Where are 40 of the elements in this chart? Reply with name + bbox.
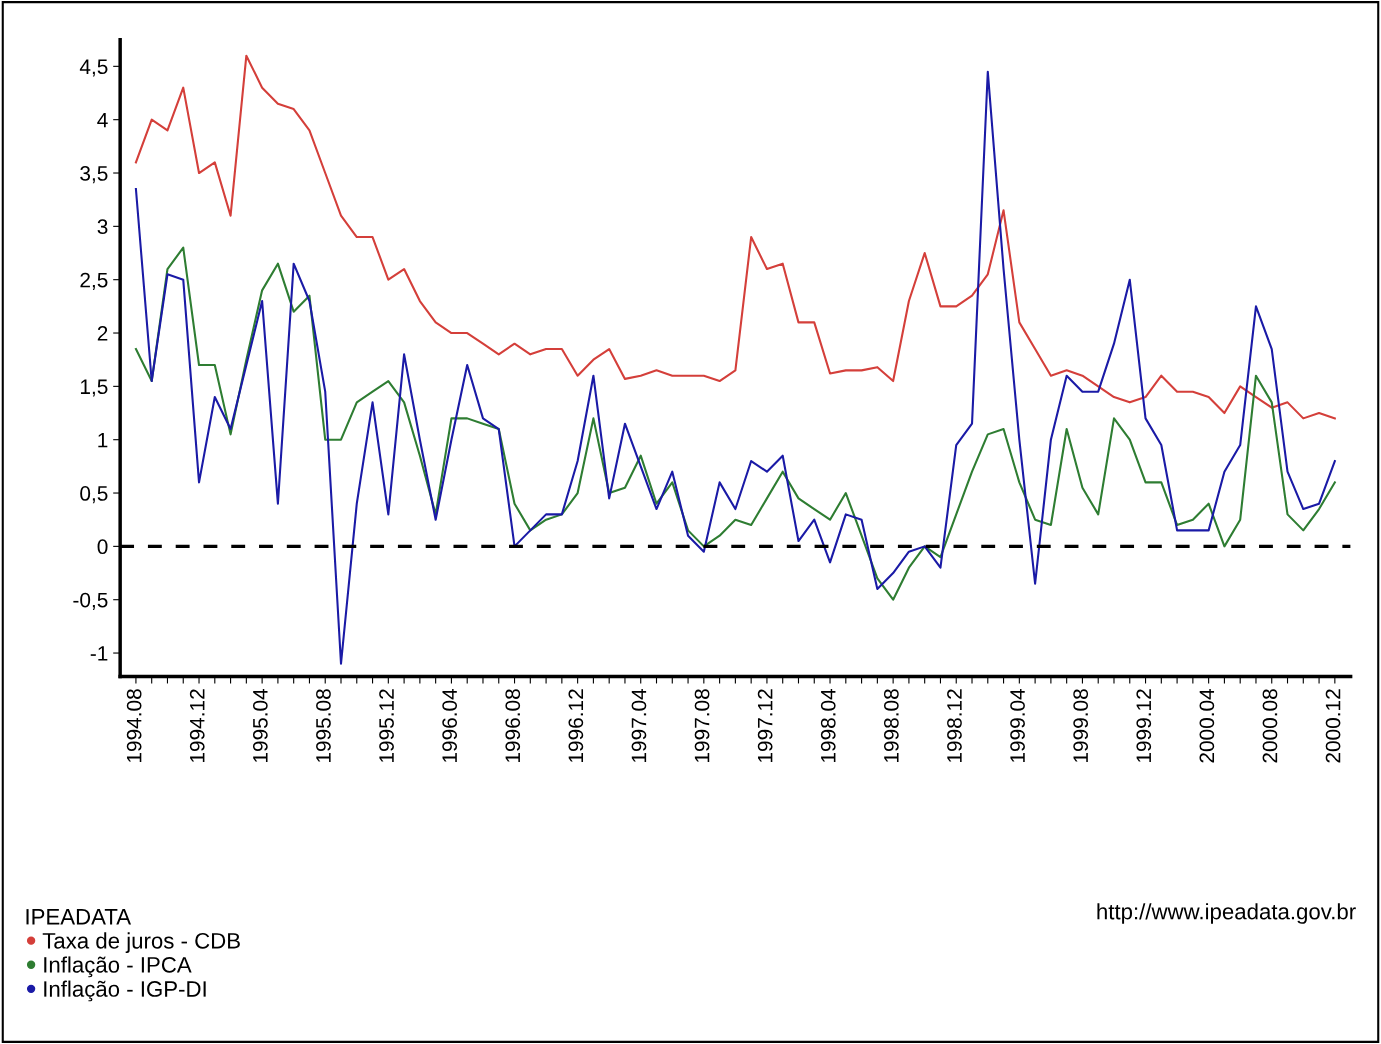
x-tick-label: 1995.04 <box>252 688 268 763</box>
x-tick-label: 1994.12 <box>189 689 205 763</box>
x-tick-label: 1999.08 <box>1073 689 1089 763</box>
y-tick-label: 2 <box>97 326 108 341</box>
text: http://www.ipeadata.gov.br <box>1097 903 1356 924</box>
x-tick-label: 1999.04 <box>1010 688 1025 763</box>
x-tick-label: 1996.12 <box>568 689 584 763</box>
y-tick-label: 0,5 <box>80 486 108 504</box>
y-tick-label: 3 <box>97 219 108 235</box>
x-tick-label: 2000.08 <box>1262 689 1278 763</box>
x-tick-label: 1997.12 <box>757 689 773 763</box>
x-tick-label: 1997.08 <box>694 689 710 763</box>
y-tick-label: 3,5 <box>80 166 108 184</box>
x-tick-label: 1998.04 <box>820 688 836 763</box>
y-tick-label: 2,5 <box>80 272 108 290</box>
y-tick-label: 0 <box>97 539 108 555</box>
legend-label: Inflação - IPCA <box>44 956 192 978</box>
x-tick-label: 1996.08 <box>505 689 521 763</box>
y-tick-label: -1 <box>90 646 108 661</box>
x-tick-label: 1997.04 <box>631 688 647 763</box>
legend-title: IPEADATA <box>26 909 132 925</box>
x-tick-label: 1999.12 <box>1136 689 1152 763</box>
legend-label: Taxa de juros - CDB <box>42 932 240 954</box>
x-tick-label: 1995.08 <box>316 689 331 763</box>
line-series <box>134 70 1336 665</box>
y-tick-label: -0,5 <box>73 592 108 610</box>
legend-label: Inflação - IGP-DI <box>44 980 206 1002</box>
y-tick-label: 4 <box>97 112 108 128</box>
x-tick-label: 1995.12 <box>379 689 394 763</box>
line-series <box>134 54 1336 420</box>
x-tick-label: 1994.08 <box>126 689 142 763</box>
y-tick-label: 4,5 <box>79 59 108 77</box>
x-tick-label: 2000.12 <box>1325 689 1341 763</box>
x-tick-label: 1996.04 <box>442 688 458 763</box>
y-tick-label: 1,5 <box>80 379 108 397</box>
x-tick-label: 1998.08 <box>883 689 899 763</box>
line-series <box>134 246 1336 601</box>
x-tick-label: 1998.12 <box>947 689 962 763</box>
y-tick-label: 1 <box>98 432 108 448</box>
x-tick-label: 2000.04 <box>1199 688 1215 763</box>
